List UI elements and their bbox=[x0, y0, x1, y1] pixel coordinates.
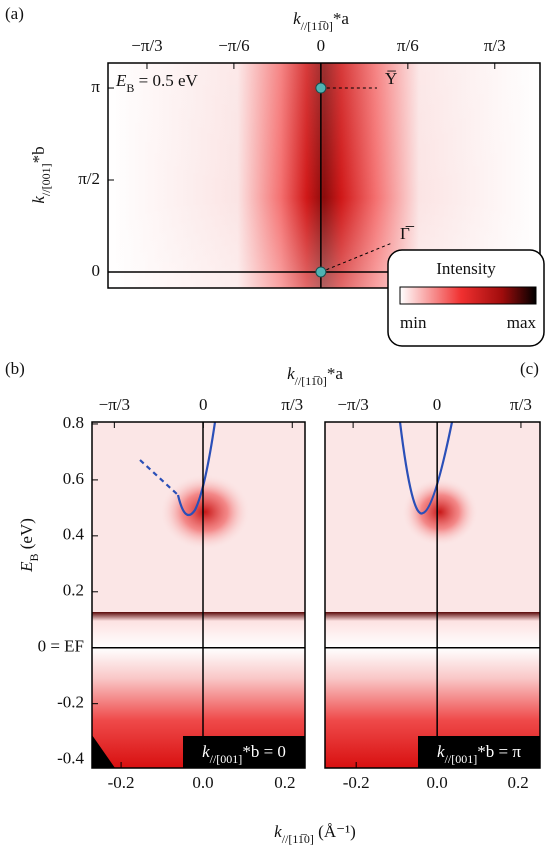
inset-label-part: E bbox=[115, 71, 127, 90]
y-tick-label: 0 bbox=[92, 261, 101, 280]
inset-label-part: B bbox=[126, 81, 134, 95]
tag-label-part: *b = 0 bbox=[242, 742, 286, 761]
tag-label-part: //[001] bbox=[445, 752, 478, 766]
y-axis-label-part: E bbox=[17, 561, 36, 573]
y-tick-label: -0.4 bbox=[57, 749, 84, 768]
y-tick-label: -0.2 bbox=[57, 693, 84, 712]
x2-axis-label: k//[11̅0]*a bbox=[287, 364, 343, 388]
x-tick-label: 0 bbox=[433, 395, 442, 414]
panel-label: (a) bbox=[5, 4, 24, 23]
x2-axis-label-part: //[11̅0] bbox=[295, 374, 327, 388]
symmetry-point bbox=[316, 83, 326, 93]
inset-label-part: = 0.5 eV bbox=[134, 71, 198, 90]
tag-label-part: //[001] bbox=[210, 752, 243, 766]
x-axis-label: k//[11̅0] (Å⁻¹) bbox=[274, 822, 356, 846]
x-tick-label: −π/3 bbox=[99, 395, 130, 414]
y-tick-label: 0 = EF bbox=[38, 637, 84, 656]
heatmap-b bbox=[92, 422, 305, 768]
x-axis-label: k//[11̅0]*a bbox=[293, 9, 349, 33]
y-axis-label: k//[001]*b bbox=[29, 146, 53, 203]
y-axis-label-part: B bbox=[27, 554, 41, 562]
symmetry-point bbox=[316, 267, 326, 277]
x-tick-label: π/3 bbox=[510, 395, 532, 414]
y-tick-label: 0.2 bbox=[63, 581, 84, 600]
x-tick-label: 0 bbox=[199, 395, 208, 414]
colorbar bbox=[400, 287, 536, 304]
y-tick-label: π/2 bbox=[78, 169, 100, 188]
tag-label-part: *b = π bbox=[477, 742, 521, 761]
colorbar-max: max bbox=[507, 313, 537, 332]
colorbar-min: min bbox=[400, 313, 427, 332]
x-tick-label: π/6 bbox=[397, 36, 419, 55]
x-tick-label: 0.0 bbox=[192, 773, 213, 792]
x-axis-label-part: //[11̅0] bbox=[301, 19, 333, 33]
x-tick-label: −π/3 bbox=[131, 36, 162, 55]
x-tick-label: 0.2 bbox=[274, 773, 295, 792]
x2-axis-label-part: *a bbox=[327, 364, 344, 383]
y-axis-label-part: *b bbox=[29, 146, 48, 163]
y-axis-label-part: //[001] bbox=[39, 163, 53, 196]
panel-label: (c) bbox=[520, 359, 539, 378]
x-axis-label-part: //[11̅0] bbox=[282, 832, 314, 846]
x-tick-label: π/3 bbox=[484, 36, 506, 55]
x-tick-label: -0.2 bbox=[108, 773, 135, 792]
x-tick-label: -0.2 bbox=[343, 773, 370, 792]
colorbar-title: Intensity bbox=[436, 259, 496, 278]
x-tick-label: 0.0 bbox=[427, 773, 448, 792]
annotation: Y̅ bbox=[385, 69, 397, 88]
heatmap-c bbox=[325, 422, 540, 768]
y-tick-label: 0.6 bbox=[63, 469, 84, 488]
x-tick-label: 0 bbox=[317, 36, 326, 55]
x-tick-label: −π/6 bbox=[218, 36, 249, 55]
x-tick-label: −π/3 bbox=[337, 395, 368, 414]
panel-label: (b) bbox=[5, 359, 25, 378]
x-tick-label: π/3 bbox=[281, 395, 303, 414]
x-axis-label-part: (Å⁻¹) bbox=[314, 822, 356, 841]
y-tick-label: 0.4 bbox=[63, 525, 85, 544]
y-axis-label: EB (eV) bbox=[17, 518, 41, 573]
y-tick-label: π bbox=[91, 77, 100, 96]
y-axis-label-part: (eV) bbox=[17, 518, 36, 553]
y-tick-label: 0.8 bbox=[63, 413, 84, 432]
x-axis-label-part: *a bbox=[333, 9, 350, 28]
x-tick-label: 0.2 bbox=[508, 773, 529, 792]
